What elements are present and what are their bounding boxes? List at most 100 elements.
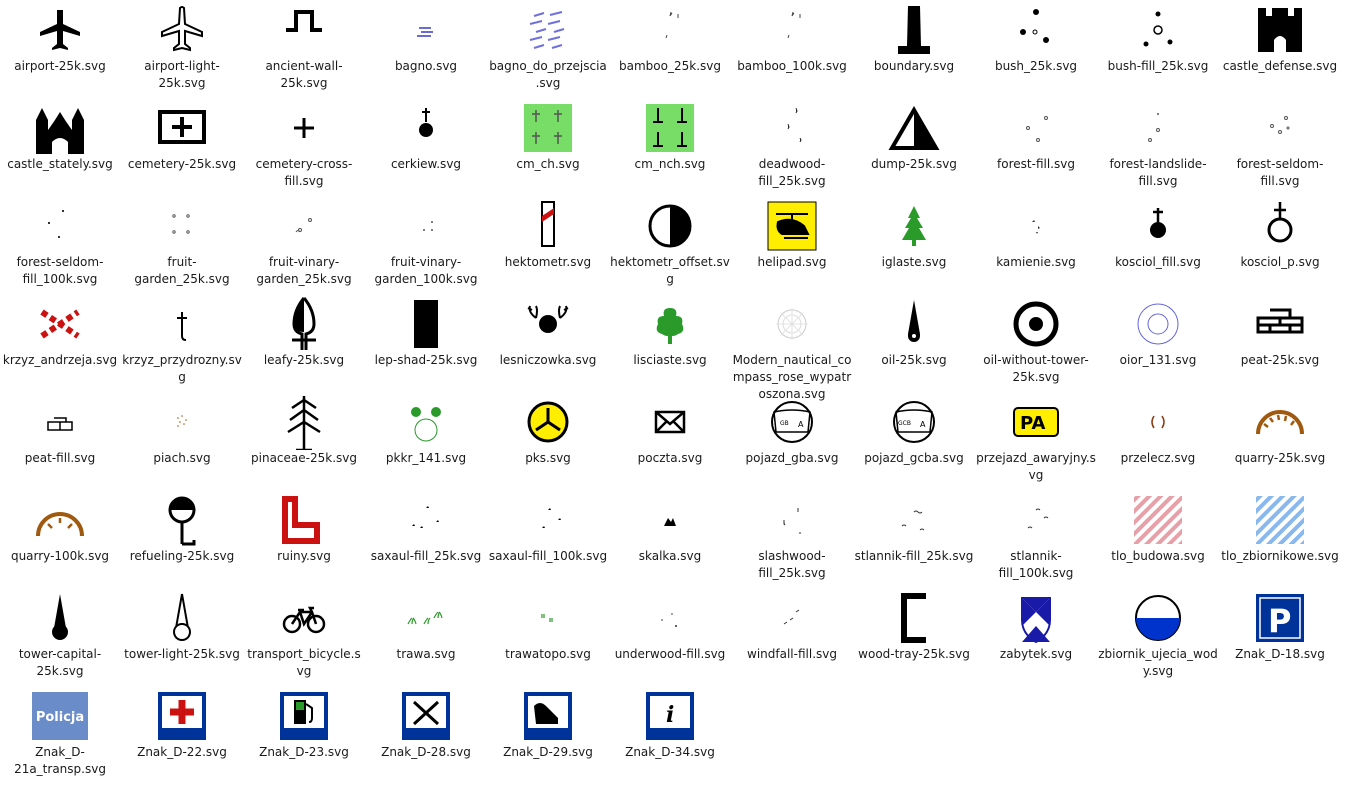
- file-item[interactable]: kosciol_p.svg: [1220, 196, 1340, 294]
- file-item[interactable]: P Znak_D-18.svg: [1220, 588, 1340, 686]
- file-item[interactable]: trawa.svg: [366, 588, 486, 686]
- file-item[interactable]: tower-capital-25k.svg: [0, 588, 120, 686]
- file-item[interactable]: pinaceae-25k.svg: [244, 392, 364, 490]
- file-item[interactable]: bamboo_100k.svg: [732, 0, 852, 98]
- tower-light-icon: [152, 590, 212, 646]
- file-item[interactable]: leafy-25k.svg: [244, 294, 364, 392]
- file-name: oior_131.svg: [1119, 353, 1197, 367]
- file-item[interactable]: castle_stately.svg: [0, 98, 120, 196]
- file-item[interactable]: lisciaste.svg: [610, 294, 730, 392]
- file-item[interactable]: fruit-vinary-garden_100k.svg: [366, 196, 486, 294]
- file-item[interactable]: stlannik-fill_100k.svg: [976, 490, 1096, 588]
- file-item[interactable]: Znak_D-22.svg: [122, 686, 242, 784]
- file-item[interactable]: dump-25k.svg: [854, 98, 974, 196]
- file-item[interactable]: lesniczowka.svg: [488, 294, 608, 392]
- file-item[interactable]: slashwood-fill_25k.svg: [732, 490, 852, 588]
- file-item[interactable]: deadwood-fill_25k.svg: [732, 98, 852, 196]
- file-item[interactable]: Znak_D-23.svg: [244, 686, 364, 784]
- file-item[interactable]: forest-seldom-fill_100k.svg: [0, 196, 120, 294]
- file-item[interactable]: wood-tray-25k.svg: [854, 588, 974, 686]
- file-item[interactable]: peat-25k.svg: [1220, 294, 1340, 392]
- file-item[interactable]: castle_defense.svg: [1220, 0, 1340, 98]
- file-item[interactable]: iglaste.svg: [854, 196, 974, 294]
- file-item[interactable]: fruit-vinary-garden_25k.svg: [244, 196, 364, 294]
- file-item[interactable]: krzyz_przydrozny.svg: [122, 294, 242, 392]
- file-item[interactable]: quarry-100k.svg: [0, 490, 120, 588]
- file-item[interactable]: fruit-garden_25k.svg: [122, 196, 242, 294]
- file-item[interactable]: krzyz_andrzeja.svg: [0, 294, 120, 392]
- file-item[interactable]: cemetery-25k.svg: [122, 98, 242, 196]
- file-item[interactable]: refueling-25k.svg: [122, 490, 242, 588]
- file-item[interactable]: hektometr_offset.svg: [610, 196, 730, 294]
- file-item[interactable]: windfall-fill.svg: [732, 588, 852, 686]
- file-name: Znak_D-34.svg: [625, 745, 715, 759]
- file-item[interactable]: i Znak_D-34.svg: [610, 686, 730, 784]
- file-item[interactable]: cemetery-cross-fill.svg: [244, 98, 364, 196]
- file-item[interactable]: quarry-25k.svg: [1220, 392, 1340, 490]
- file-item[interactable]: airport-25k.svg: [0, 0, 120, 98]
- file-name: deadwood-fill_25k.svg: [758, 157, 826, 188]
- file-item[interactable]: poczta.svg: [610, 392, 730, 490]
- lisciaste-icon: [640, 296, 700, 352]
- file-item[interactable]: pkkr_141.svg: [366, 392, 486, 490]
- file-item[interactable]: cm_nch.svg: [610, 98, 730, 196]
- file-item[interactable]: cerkiew.svg: [366, 98, 486, 196]
- file-item[interactable]: ruiny.svg: [244, 490, 364, 588]
- file-item[interactable]: Znak_D-29.svg: [488, 686, 608, 784]
- file-name: oil-25k.svg: [881, 353, 947, 367]
- file-item[interactable]: tlo_budowa.svg: [1098, 490, 1218, 588]
- file-item[interactable]: oil-25k.svg: [854, 294, 974, 392]
- file-item[interactable]: forest-landslide-fill.svg: [1098, 98, 1218, 196]
- file-name: fruit-garden_25k.svg: [134, 255, 230, 286]
- file-name: kosciol_p.svg: [1240, 255, 1320, 269]
- file-name: forest-fill.svg: [997, 157, 1075, 171]
- file-item[interactable]: underwood-fill.svg: [610, 588, 730, 686]
- file-item[interactable]: saxaul-fill_25k.svg: [366, 490, 486, 588]
- file-item[interactable]: boundary.svg: [854, 0, 974, 98]
- file-item[interactable]: stlannik-fill_25k.svg: [854, 490, 974, 588]
- file-item[interactable]: bush_25k.svg: [976, 0, 1096, 98]
- zabytek-icon: [1006, 590, 1066, 646]
- file-item[interactable]: peat-fill.svg: [0, 392, 120, 490]
- file-item[interactable]: przelecz.svg: [1098, 392, 1218, 490]
- file-item[interactable]: hektometr.svg: [488, 196, 608, 294]
- windfall-icon: [762, 590, 822, 646]
- file-item[interactable]: kamienie.svg: [976, 196, 1096, 294]
- file-name: airport-light-25k.svg: [144, 59, 220, 90]
- file-item[interactable]: zabytek.svg: [976, 588, 1096, 686]
- svg-text:PA: PA: [1020, 413, 1046, 434]
- file-name: bamboo_100k.svg: [737, 59, 847, 73]
- file-item[interactable]: oior_131.svg: [1098, 294, 1218, 392]
- file-item[interactable]: Modern_nautical_compass_rose_wypatroszon…: [732, 294, 852, 401]
- file-item[interactable]: kosciol_fill.svg: [1098, 196, 1218, 294]
- file-item[interactable]: bagno_do_przejscia.svg: [488, 0, 608, 98]
- file-item[interactable]: bagno.svg: [366, 0, 486, 98]
- file-name: bamboo_25k.svg: [619, 59, 721, 73]
- file-item[interactable]: piach.svg: [122, 392, 242, 490]
- file-item[interactable]: Znak_D-28.svg: [366, 686, 486, 784]
- file-item[interactable]: pks.svg: [488, 392, 608, 490]
- file-item[interactable]: bush-fill_25k.svg: [1098, 0, 1218, 98]
- file-item[interactable]: skalka.svg: [610, 490, 730, 588]
- file-item[interactable]: helipad.svg: [732, 196, 852, 294]
- file-item[interactable]: forest-fill.svg: [976, 98, 1096, 196]
- file-item[interactable]: transport_bicycle.svg: [244, 588, 364, 686]
- file-item[interactable]: PA przejazd_awaryjny.svg: [976, 392, 1096, 490]
- file-item[interactable]: cm_ch.svg: [488, 98, 608, 196]
- file-item[interactable]: trawatopo.svg: [488, 588, 608, 686]
- file-item[interactable]: tlo_zbiornikowe.svg: [1220, 490, 1340, 588]
- file-item[interactable]: ancient-wall-25k.svg: [244, 0, 364, 98]
- file-item[interactable]: tower-light-25k.svg: [122, 588, 242, 686]
- file-item[interactable]: bamboo_25k.svg: [610, 0, 730, 98]
- file-item[interactable]: zbiornik_ujecia_wody.svg: [1098, 588, 1218, 686]
- file-item[interactable]: airport-light-25k.svg: [122, 0, 242, 98]
- file-item[interactable]: forest-seldom-fill.svg: [1220, 98, 1340, 196]
- file-item[interactable]: saxaul-fill_100k.svg: [488, 490, 608, 588]
- file-item[interactable]: lep-shad-25k.svg: [366, 294, 486, 392]
- ancient-wall-icon: [274, 2, 334, 58]
- airport-light-icon: [152, 2, 212, 58]
- file-item[interactable]: oil-without-tower-25k.svg: [976, 294, 1096, 392]
- file-item[interactable]: Policja Znak_D-21a_transp.svg: [0, 686, 120, 784]
